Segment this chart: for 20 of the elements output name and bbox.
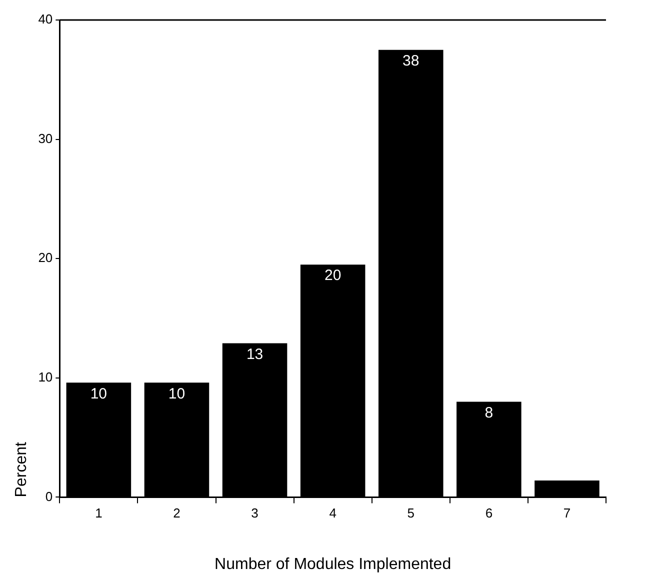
- x-tick-label: 6: [485, 506, 493, 521]
- x-tick-label: 4: [329, 506, 336, 521]
- data-label: 20: [324, 267, 342, 284]
- data-label: 13: [246, 346, 264, 363]
- x-tick-label: 3: [251, 506, 258, 521]
- x-tick-label: 2: [173, 506, 180, 521]
- y-tick-label: 0: [45, 488, 53, 504]
- x-tick-label: 1: [95, 506, 102, 521]
- x-tick-label: 5: [407, 506, 414, 521]
- x-axis-title: Number of Modules Implemented: [214, 556, 452, 573]
- y-axis-title: Percent: [13, 442, 30, 498]
- data-label: 10: [168, 385, 186, 402]
- y-tick-label: 10: [38, 369, 53, 384]
- data-label: 10: [90, 385, 108, 402]
- y-tick-label: 40: [38, 12, 53, 27]
- data-label: 38: [402, 52, 420, 70]
- y-tick-label: 30: [38, 130, 53, 146]
- data-label: 8: [484, 404, 494, 422]
- x-tick-label: 7: [563, 506, 571, 521]
- y-tick-label: 20: [38, 250, 53, 266]
